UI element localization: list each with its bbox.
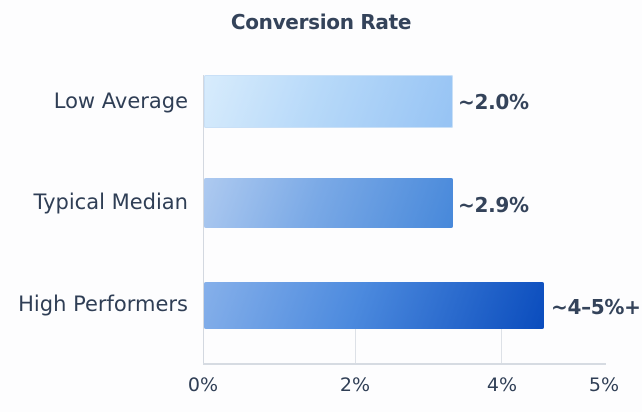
gridline-4pct [501, 328, 502, 364]
bar-low-average [204, 75, 453, 128]
x-tick-0: 0% [187, 374, 219, 396]
x-tick-2: 2% [339, 374, 371, 396]
bar-typical-median [204, 178, 453, 228]
value-label-low-average: ~2.0% [458, 90, 529, 114]
category-label-typical-median: Typical Median [33, 190, 188, 214]
gridline-2pct [355, 328, 356, 364]
x-tick-4: 4% [486, 374, 518, 396]
value-label-typical-median: ~2.9% [458, 193, 529, 217]
bar-high-performers [204, 282, 544, 329]
y-axis-line [203, 75, 204, 364]
chart-title: Conversion Rate [230, 10, 412, 34]
x-axis-line [203, 363, 606, 365]
category-label-low-average: Low Average [53, 89, 188, 113]
category-label-high-performers: High Performers [18, 292, 188, 316]
x-tick-5: 5% [588, 374, 620, 396]
value-label-high-performers: ~4–5%+ [551, 295, 641, 319]
